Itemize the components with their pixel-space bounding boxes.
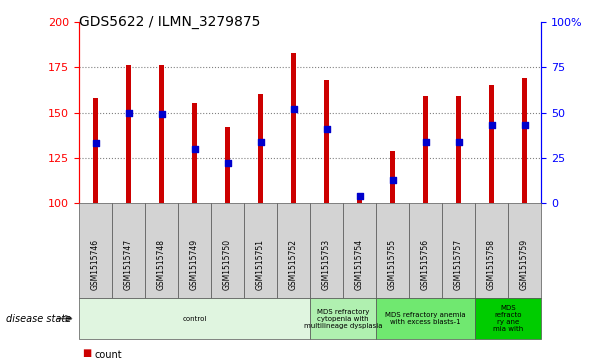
- Text: GSM1515756: GSM1515756: [421, 239, 430, 290]
- Bar: [93, 98, 98, 203]
- Point: [487, 122, 497, 128]
- Bar: [489, 85, 494, 203]
- Text: ■: ■: [82, 348, 91, 358]
- Point: [520, 122, 530, 128]
- Bar: [324, 80, 329, 203]
- Bar: [291, 53, 296, 203]
- Text: GSM1515752: GSM1515752: [289, 239, 298, 290]
- Point: [190, 146, 199, 152]
- Text: MDS
refracto
ry ane
mia with: MDS refracto ry ane mia with: [493, 305, 523, 332]
- Bar: [126, 65, 131, 203]
- Bar: [390, 151, 395, 203]
- Bar: [258, 94, 263, 203]
- Point: [322, 126, 331, 132]
- Text: ■: ■: [82, 362, 91, 363]
- Bar: [225, 127, 230, 203]
- Point: [223, 160, 232, 166]
- Text: MDS refractory
cytopenia with
multilineage dysplasia: MDS refractory cytopenia with multilinea…: [304, 309, 382, 329]
- Text: GSM1515746: GSM1515746: [91, 239, 100, 290]
- Text: GSM1515755: GSM1515755: [388, 239, 397, 290]
- Text: GSM1515759: GSM1515759: [520, 239, 529, 290]
- Bar: [522, 78, 527, 203]
- Point: [256, 139, 266, 144]
- Text: control: control: [182, 315, 207, 322]
- Text: GSM1515748: GSM1515748: [157, 239, 166, 290]
- Text: GSM1515753: GSM1515753: [322, 239, 331, 290]
- Text: GSM1515751: GSM1515751: [256, 239, 265, 290]
- Text: GSM1515754: GSM1515754: [355, 239, 364, 290]
- Text: GSM1515750: GSM1515750: [223, 239, 232, 290]
- Point: [91, 140, 100, 146]
- Bar: [357, 198, 362, 203]
- Text: GSM1515758: GSM1515758: [487, 239, 496, 290]
- Bar: [159, 65, 164, 203]
- Text: GSM1515757: GSM1515757: [454, 239, 463, 290]
- Point: [354, 193, 364, 199]
- Point: [454, 139, 463, 144]
- Text: count: count: [94, 350, 122, 360]
- Point: [123, 110, 133, 115]
- Point: [388, 177, 398, 183]
- Text: GDS5622 / ILMN_3279875: GDS5622 / ILMN_3279875: [79, 15, 260, 29]
- Text: MDS refractory anemia
with excess blasts-1: MDS refractory anemia with excess blasts…: [385, 312, 466, 325]
- Text: GSM1515749: GSM1515749: [190, 239, 199, 290]
- Bar: [192, 103, 197, 203]
- Point: [421, 139, 430, 144]
- Point: [157, 111, 167, 117]
- Text: GSM1515747: GSM1515747: [124, 239, 133, 290]
- Point: [289, 106, 299, 112]
- Text: disease state: disease state: [6, 314, 71, 323]
- Bar: [423, 96, 428, 203]
- Bar: [456, 96, 461, 203]
